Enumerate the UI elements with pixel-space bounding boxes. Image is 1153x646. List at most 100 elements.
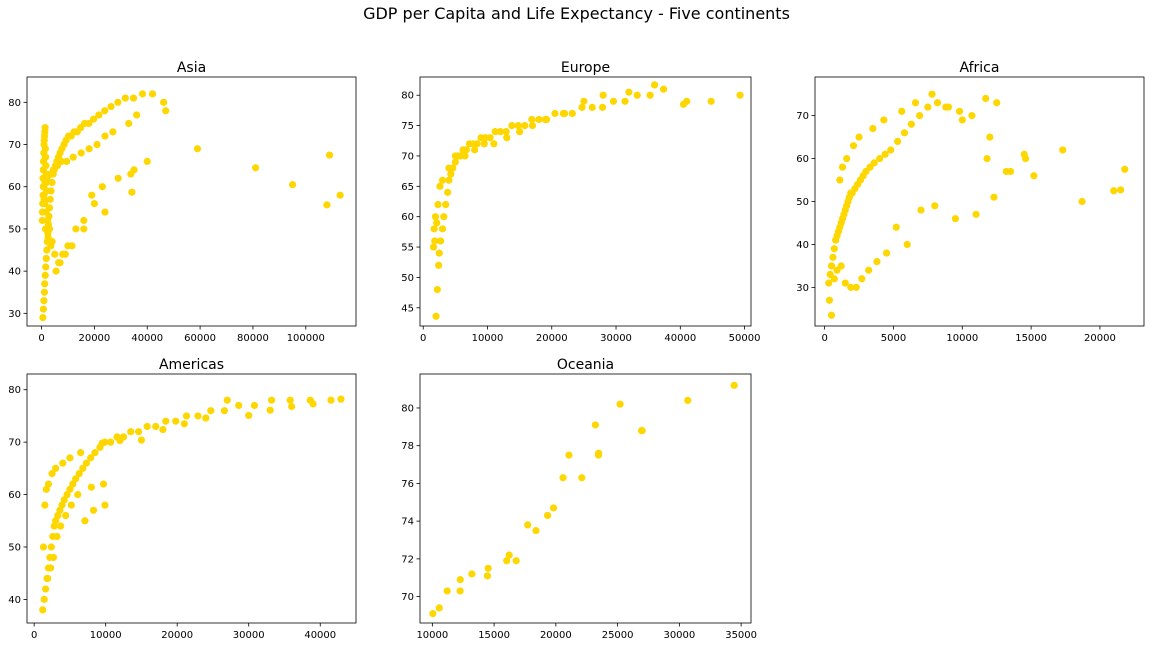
africa-point [986,133,994,141]
europe-title: Europe [561,60,610,76]
americas-point [152,422,160,431]
oceania-point [532,526,540,535]
africa-point [833,266,841,274]
oceania-xtick-label: 10000 [416,630,448,641]
oceania-point [524,521,532,529]
africa-point [849,142,858,150]
europe-ytick-label: 50 [401,273,414,284]
asia-point [51,250,59,258]
asia-ytick-label: 60 [8,182,21,193]
asia-point [88,191,96,199]
europe-point [486,134,494,142]
africa-point [836,176,844,184]
europe-point [514,121,522,130]
europe-axes-frame [419,76,752,327]
asia-point [98,183,106,191]
asia-point [42,208,50,216]
europe-point [432,312,440,320]
asia-point [323,201,331,209]
oceania-point [503,557,511,565]
europe-xtick-label: 50000 [729,333,761,344]
americas-point [72,475,80,483]
asia-point [38,216,46,225]
europe-point [633,91,641,99]
europe-point [445,164,453,172]
americas-point [44,574,52,583]
americas-point [250,401,259,410]
europe-point [609,97,618,105]
africa-point [881,150,889,158]
africa-point [827,262,836,270]
europe-ytick-label: 45 [401,303,414,314]
africa-subplot: Africa 0 5000 10000 15000 20000 30 40 50 60 70 [796,60,1145,344]
asia-point [41,271,49,279]
europe-point [707,97,715,105]
americas-point [59,459,67,467]
europe-point [445,176,453,184]
oceania-ytick-label: 78 [401,441,414,452]
americas-point [99,480,108,488]
americas-point [87,454,95,462]
americas-xtick-label: 30000 [233,630,265,641]
asia-points [38,90,344,322]
europe-xtick-label: 30000 [600,333,632,344]
europe-ytick-label: 65 [401,182,414,193]
americas-point [98,439,106,447]
americas-point [91,449,99,457]
americas-point [60,496,68,504]
oceania-point [638,426,646,435]
europe-subplot: Europe 0 10000 20000 30000 40000 50000 45 50 55 60… [401,60,760,344]
europe-point [434,200,442,209]
oceania-point [505,551,513,559]
americas-point [67,501,75,509]
asia-xtick-label: 100000 [287,333,325,344]
africa-point [838,163,847,171]
oceania-point [512,557,520,565]
americas-point [79,464,87,472]
europe-point [625,88,633,96]
europe-point [561,109,569,118]
europe-point [490,140,498,148]
asia-point [129,94,138,102]
oceania-point [435,604,443,612]
africa-ytick-label: 70 [796,111,809,122]
oceania-point [591,421,599,429]
oceania-point [456,587,464,595]
americas-point [266,406,274,414]
oceania-point [484,564,492,572]
oceania-point [443,587,451,595]
americas-point [134,428,143,436]
oceania-subplot: Oceania 10000 15000 20000 25000 30000 35000 70 7… [401,357,757,641]
europe-point [736,91,744,99]
europe-point [433,285,441,294]
europe-xtick-label: 0 [420,333,426,344]
asia-point [90,200,98,208]
asia-point [41,124,49,132]
africa-point [892,223,900,231]
asia-point [56,259,64,267]
oceania-ytick-label: 72 [401,554,414,565]
americas-point [127,428,135,436]
africa-xtick-label: 15000 [1015,333,1047,344]
europe-point [462,146,470,154]
asia-point [42,162,50,170]
americas-point [235,401,243,410]
africa-point [1110,187,1118,195]
africa-point [903,240,911,249]
africa-point [907,120,915,128]
americas-point [47,564,55,572]
africa-axes-frame [814,76,1145,327]
africa-point [900,129,909,137]
europe-point [435,261,443,269]
americas-point [172,417,180,425]
americas-point [39,543,48,551]
africa-point [898,107,906,115]
africa-ytick-label: 50 [796,197,809,208]
asia-point [52,267,60,275]
africa-point [876,154,884,163]
asia-point [63,157,71,166]
europe-point [528,115,536,124]
asia-point [107,102,115,111]
europe-xtick-label: 40000 [664,333,696,344]
europe-point [429,243,438,251]
